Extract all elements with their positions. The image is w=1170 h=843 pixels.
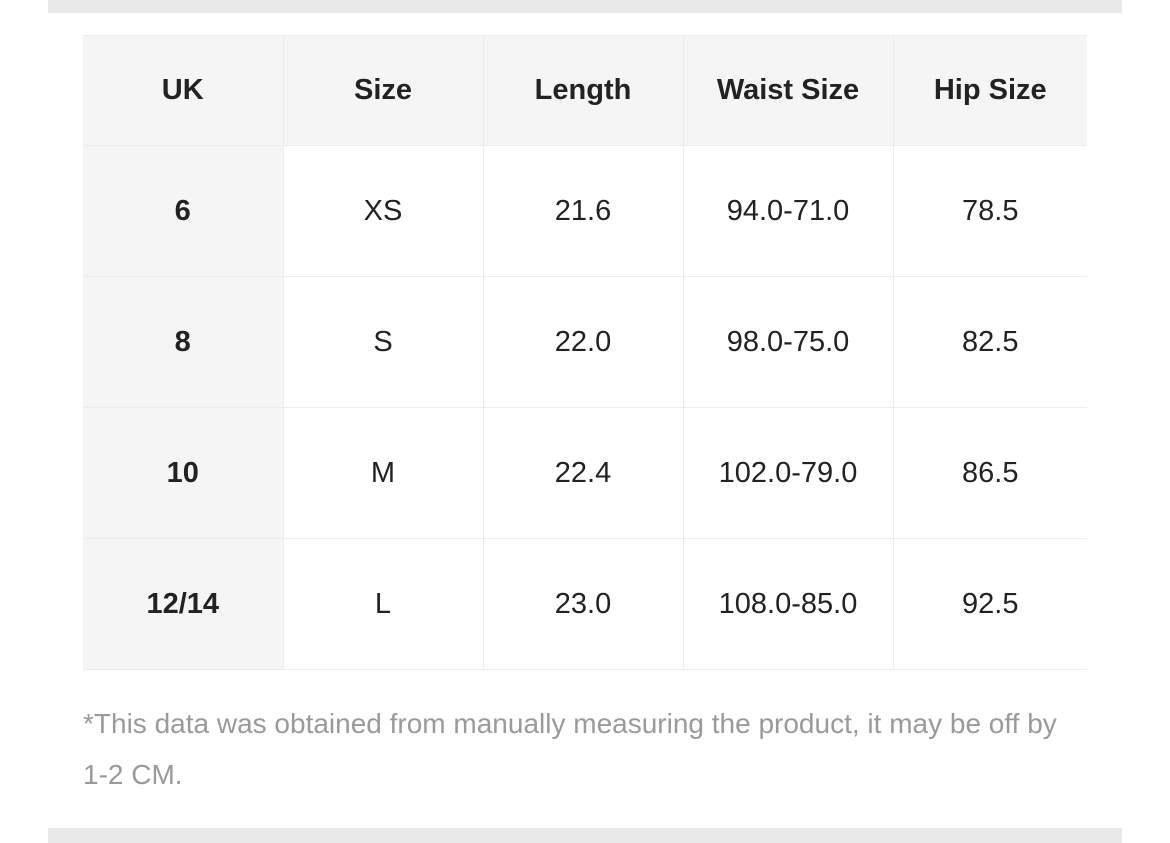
table-row: 6 XS 21.6 94.0-71.0 78.5 [83, 145, 1087, 277]
cell-uk: 10 [83, 407, 284, 539]
header-hip-size: Hip Size [892, 35, 1087, 146]
top-divider-bar [48, 0, 1122, 13]
cell-hip-size: 82.5 [892, 276, 1087, 408]
cell-length: 22.4 [482, 407, 684, 539]
cell-waist-size: 108.0-85.0 [682, 538, 894, 670]
table-row: 10 M 22.4 102.0-79.0 86.5 [83, 407, 1087, 539]
header-uk: UK [83, 35, 284, 146]
cell-size: M [282, 407, 484, 539]
cell-waist-size: 94.0-71.0 [682, 145, 894, 277]
cell-length: 23.0 [482, 538, 684, 670]
cell-size: XS [282, 145, 484, 277]
cell-uk: 8 [83, 276, 284, 408]
cell-length: 21.6 [482, 145, 684, 277]
bottom-divider-bar [48, 828, 1122, 843]
cell-waist-size: 98.0-75.0 [682, 276, 894, 408]
table-row: 8 S 22.0 98.0-75.0 82.5 [83, 276, 1087, 408]
cell-uk: 6 [83, 145, 284, 277]
cell-uk: 12/14 [83, 538, 284, 670]
cell-size: S [282, 276, 484, 408]
size-chart-table: UK Size Length Waist Size Hip Size 6 XS 21… [83, 35, 1087, 670]
header-waist-size: Waist Size [682, 35, 894, 146]
cell-hip-size: 92.5 [892, 538, 1087, 670]
header-size: Size [282, 35, 484, 146]
cell-waist-size: 102.0-79.0 [682, 407, 894, 539]
cell-hip-size: 86.5 [892, 407, 1087, 539]
table-row: 12/14 L 23.0 108.0-85.0 92.5 [83, 538, 1087, 670]
header-length: Length [482, 35, 684, 146]
table-header-row: UK Size Length Waist Size Hip Size [83, 35, 1087, 146]
cell-hip-size: 78.5 [892, 145, 1087, 277]
cell-length: 22.0 [482, 276, 684, 408]
measurement-footnote: *This data was obtained from manually me… [83, 708, 1057, 790]
cell-size: L [282, 538, 484, 670]
